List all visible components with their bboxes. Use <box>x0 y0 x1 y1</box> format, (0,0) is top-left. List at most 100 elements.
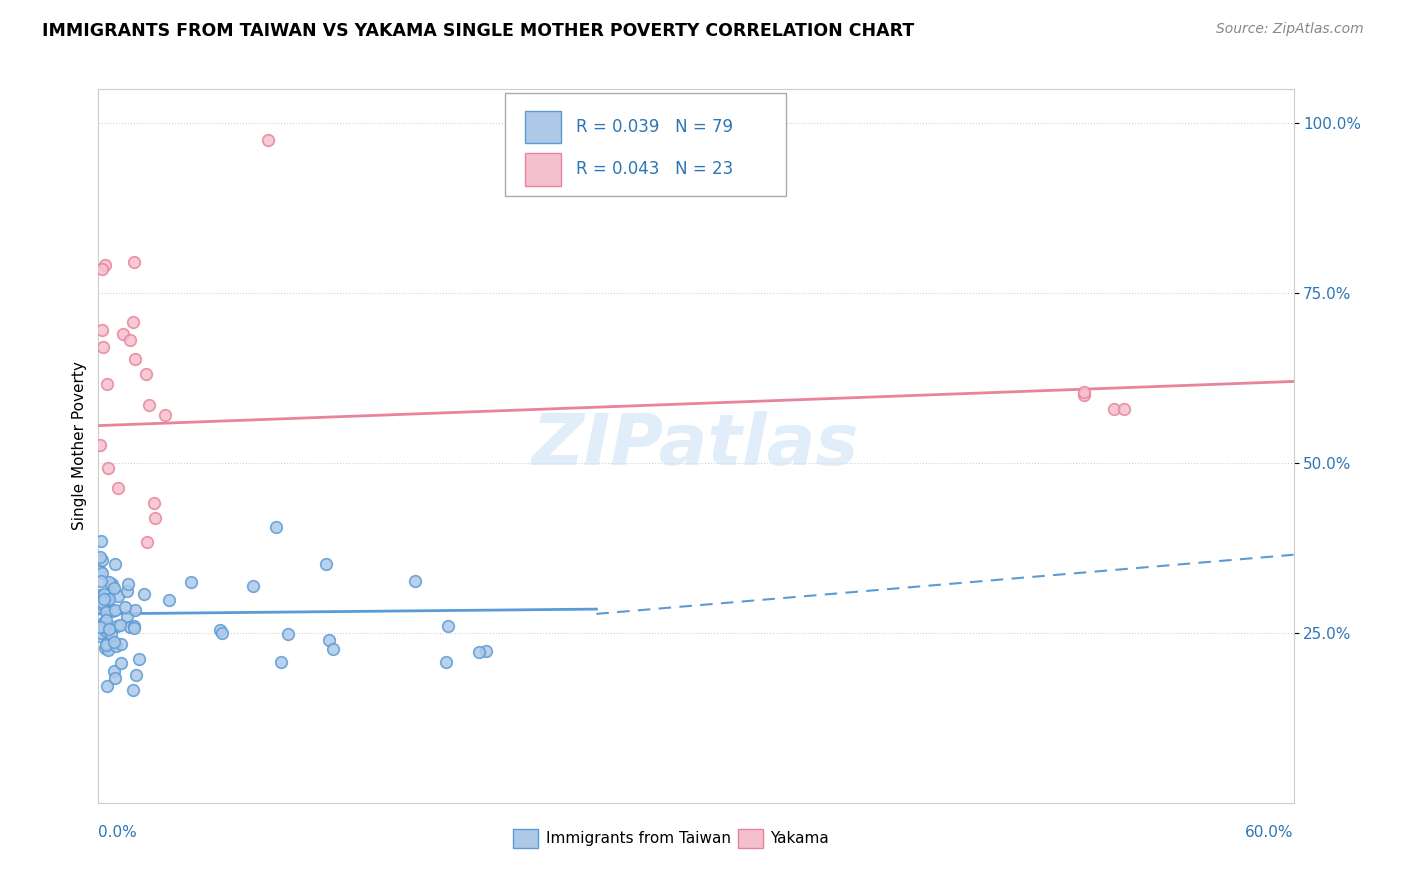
Point <box>90 625 112 640</box>
Point <box>135 534 157 549</box>
Point <box>437 619 460 633</box>
Point <box>124 352 146 367</box>
Point <box>104 639 127 653</box>
Point <box>101 577 124 591</box>
Point <box>143 496 166 510</box>
Point <box>94 593 117 607</box>
Point <box>89 619 111 633</box>
Point <box>121 682 143 697</box>
Point <box>104 671 127 685</box>
Point <box>104 557 127 571</box>
Point <box>94 605 117 619</box>
Point <box>96 679 118 693</box>
Text: ZIPatlas: ZIPatlas <box>533 411 859 481</box>
FancyBboxPatch shape <box>505 93 786 196</box>
Point <box>322 642 344 657</box>
Point <box>105 619 128 633</box>
Point <box>120 620 142 634</box>
Point <box>474 644 496 658</box>
Point <box>108 618 131 632</box>
Point <box>270 655 292 669</box>
Point <box>124 602 146 616</box>
Point <box>157 592 180 607</box>
Point <box>122 621 145 635</box>
Point <box>94 641 117 656</box>
Point <box>93 615 115 630</box>
Point <box>91 261 114 276</box>
Point <box>110 656 132 670</box>
Point <box>90 574 112 588</box>
Point <box>89 600 111 615</box>
Text: R = 0.039   N = 79: R = 0.039 N = 79 <box>576 118 734 136</box>
Point <box>93 615 115 629</box>
Point <box>93 586 115 600</box>
Point <box>114 600 136 615</box>
Point <box>91 566 114 581</box>
Point <box>94 624 117 638</box>
Point <box>256 133 278 147</box>
Point <box>1104 401 1126 416</box>
Point <box>98 622 121 636</box>
Point <box>115 608 138 623</box>
Point <box>100 604 122 618</box>
Point <box>90 534 112 549</box>
Point <box>97 592 120 607</box>
Point <box>103 582 125 596</box>
Point <box>122 254 145 268</box>
Point <box>242 578 264 592</box>
Point <box>91 595 114 609</box>
Point <box>122 315 145 329</box>
Text: Source: ZipAtlas.com: Source: ZipAtlas.com <box>1216 22 1364 37</box>
Point <box>468 645 491 659</box>
Point <box>89 437 111 451</box>
Text: 60.0%: 60.0% <box>1246 825 1294 840</box>
Y-axis label: Single Mother Poverty: Single Mother Poverty <box>72 361 87 531</box>
Point <box>277 627 299 641</box>
Point <box>434 655 457 669</box>
Point <box>315 557 337 571</box>
Point <box>143 510 166 524</box>
Point <box>96 377 118 392</box>
Point <box>89 629 111 643</box>
Text: 0.0%: 0.0% <box>98 825 138 840</box>
Point <box>90 323 112 337</box>
Point <box>98 575 121 590</box>
Point <box>97 461 120 475</box>
Point <box>104 603 127 617</box>
Point <box>128 652 150 666</box>
Point <box>125 668 148 682</box>
Point <box>404 574 426 588</box>
Point <box>107 589 129 603</box>
Point <box>107 481 129 495</box>
Point <box>93 619 115 633</box>
Point <box>115 583 138 598</box>
Point <box>89 564 111 578</box>
Point <box>91 341 114 355</box>
Point <box>138 398 160 412</box>
Point <box>89 590 111 604</box>
Point <box>89 549 111 564</box>
Point <box>135 367 157 381</box>
Text: Yakama: Yakama <box>770 831 830 846</box>
Point <box>97 643 120 657</box>
Point <box>132 587 155 601</box>
Point <box>266 520 288 534</box>
Point <box>96 635 118 649</box>
Point <box>110 637 132 651</box>
Point <box>1114 401 1136 416</box>
Point <box>1073 384 1095 399</box>
Point <box>111 326 134 341</box>
Point <box>91 596 114 610</box>
Text: IMMIGRANTS FROM TAIWAN VS YAKAMA SINGLE MOTHER POVERTY CORRELATION CHART: IMMIGRANTS FROM TAIWAN VS YAKAMA SINGLE … <box>42 22 914 40</box>
Point <box>1073 388 1095 402</box>
Point <box>118 333 141 347</box>
Point <box>211 625 233 640</box>
Bar <box>524 111 561 143</box>
Point <box>97 589 120 603</box>
Point <box>103 635 125 649</box>
Point <box>93 592 115 607</box>
Point <box>103 665 125 679</box>
Bar <box>524 153 561 186</box>
Point <box>90 553 112 567</box>
Point <box>318 633 340 648</box>
